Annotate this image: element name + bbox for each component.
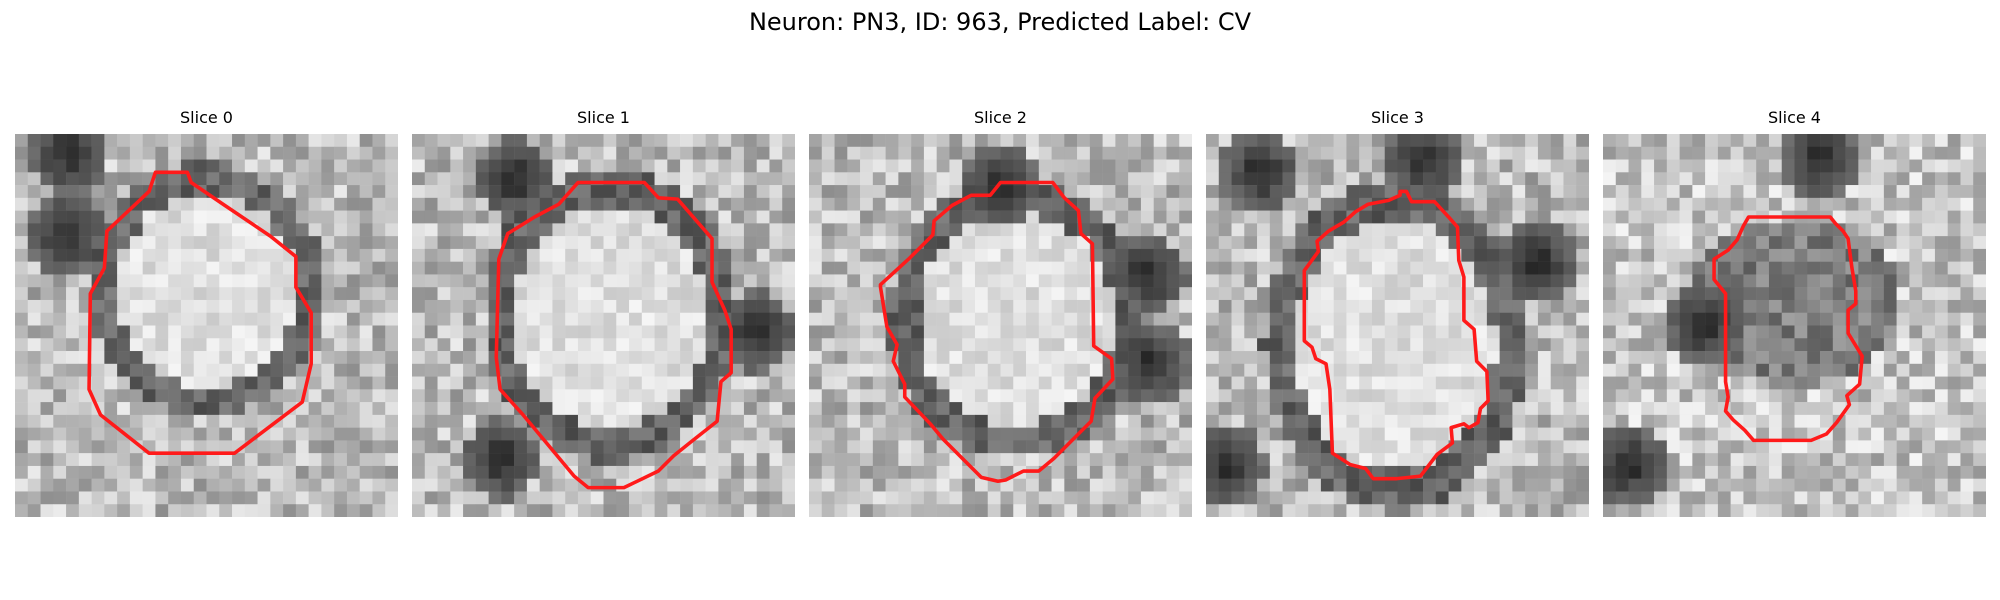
figure-title: Neuron: PN3, ID: 963, Predicted Label: C…: [748, 8, 1252, 36]
slice-image-0: [15, 134, 398, 517]
slice-image-3: [1206, 134, 1589, 517]
slice-title-2: Slice 2: [974, 108, 1027, 127]
contour-slice-3: [1302, 189, 1490, 481]
slice-title-4: Slice 4: [1768, 108, 1821, 127]
slice-title-1: Slice 1: [577, 108, 630, 127]
contour-slice-4: [1712, 215, 1864, 443]
slice-title-3: Slice 3: [1371, 108, 1424, 127]
slice-title-0: Slice 0: [180, 108, 233, 127]
contour-slice-0: [87, 170, 313, 455]
slice-image-1: [412, 134, 795, 517]
slice-image-2: [809, 134, 1192, 517]
contour-slice-2: [878, 180, 1115, 484]
slice-image-4: [1603, 134, 1986, 517]
contour-slice-1: [494, 180, 733, 490]
